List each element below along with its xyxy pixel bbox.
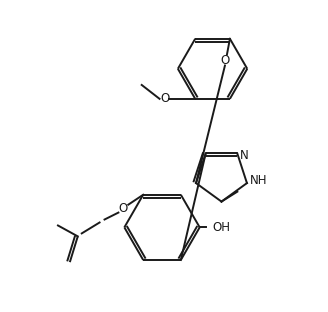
Text: OH: OH [213, 221, 231, 234]
Text: N: N [240, 149, 249, 162]
Text: O: O [119, 202, 128, 215]
Text: O: O [161, 92, 170, 105]
Text: O: O [220, 54, 230, 67]
Text: NH: NH [250, 173, 268, 187]
